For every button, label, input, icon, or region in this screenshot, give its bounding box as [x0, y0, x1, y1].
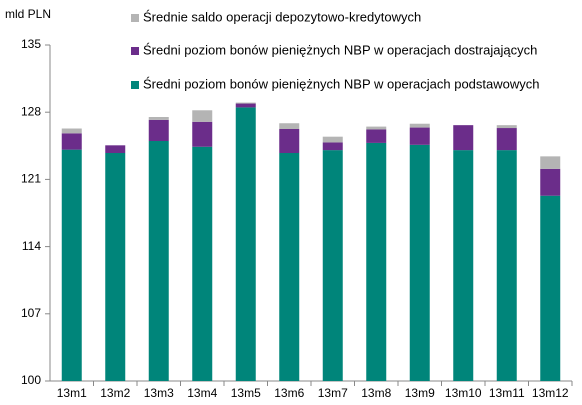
- legend-label: Średni poziom bonów pieniężnych NBP w op…: [143, 76, 539, 91]
- bar-segment: [366, 142, 387, 381]
- bar-segment: [105, 145, 126, 153]
- bar-segment: [148, 117, 169, 120]
- y-axis-label: mld PLN: [5, 7, 51, 21]
- bar-segment: [540, 195, 561, 381]
- bar-segment: [322, 150, 343, 381]
- x-tick-label: 13m10: [445, 386, 482, 400]
- bar-segment: [453, 125, 474, 151]
- bar-segment: [366, 126, 387, 130]
- x-tick-label: 13m11: [489, 386, 525, 400]
- bar-segment: [235, 103, 256, 108]
- legend-swatch: [131, 81, 139, 89]
- y-tick-label: 135: [21, 37, 41, 51]
- bar-segment: [496, 150, 517, 381]
- bar-segment: [322, 142, 343, 151]
- y-tick-label: 128: [21, 104, 41, 118]
- x-tick-label: 13m12: [532, 386, 569, 400]
- bar-segment: [192, 146, 213, 381]
- bar-segment: [322, 136, 343, 143]
- bar-segment: [279, 153, 300, 381]
- x-tick-label: 13m9: [405, 386, 435, 400]
- x-tick-label: 13m3: [144, 386, 174, 400]
- bar-segment: [192, 110, 213, 122]
- bar-segment: [235, 107, 256, 382]
- x-tick-label: 13m7: [318, 386, 348, 400]
- bar-segment: [540, 156, 561, 169]
- bar-segment: [279, 129, 300, 153]
- x-tick-label: 13m6: [274, 386, 304, 400]
- x-tick-label: 13m2: [100, 386, 130, 400]
- bar-segment: [540, 168, 561, 196]
- legend-label: Średni poziom bonów pieniężnych NBP w op…: [143, 42, 537, 57]
- y-tick-label: 100: [21, 373, 41, 387]
- bar-segment: [105, 153, 126, 381]
- y-tick-label: 114: [22, 239, 41, 253]
- x-tick-label: 13m5: [231, 386, 261, 400]
- bar-segment: [496, 125, 517, 129]
- bar-segment: [61, 133, 82, 150]
- y-tick-label: 121: [21, 172, 41, 186]
- x-tick-label: 13m4: [187, 386, 217, 400]
- legend-swatch: [131, 47, 139, 55]
- bar-segment: [409, 144, 430, 381]
- bar-segment: [61, 149, 82, 381]
- x-tick-label: 13m8: [361, 386, 391, 400]
- bar-segment: [61, 128, 82, 134]
- bar-segment: [279, 123, 300, 129]
- y-tick-label: 107: [21, 306, 41, 320]
- bar-segment: [409, 123, 430, 128]
- bar-segment: [453, 150, 474, 381]
- bar-segment: [366, 129, 387, 143]
- bar-segment: [409, 127, 430, 145]
- legend-swatch: [131, 14, 139, 22]
- x-tick-label: 13m1: [57, 386, 87, 400]
- bar-segment: [235, 102, 256, 104]
- bar-segment: [496, 128, 517, 151]
- legend-label: Średnie saldo operacji depozytowo-kredyt…: [143, 9, 421, 24]
- bar-segment: [148, 141, 169, 381]
- bar-segment: [148, 119, 169, 141]
- bar-segment: [192, 121, 213, 147]
